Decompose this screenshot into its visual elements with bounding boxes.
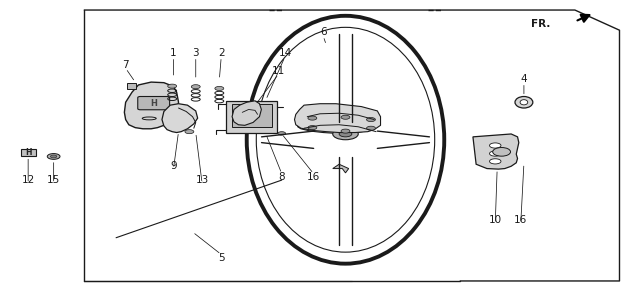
FancyBboxPatch shape [20,149,36,156]
Text: 16: 16 [514,215,527,226]
Polygon shape [473,134,519,169]
Bar [232,104,271,127]
Circle shape [278,132,285,135]
Polygon shape [124,82,179,129]
Ellipse shape [520,100,528,105]
Circle shape [168,84,177,88]
Circle shape [490,159,501,164]
Circle shape [367,118,376,122]
Text: 12: 12 [22,175,35,185]
Circle shape [51,155,57,158]
Circle shape [341,129,350,133]
Circle shape [367,126,376,130]
Circle shape [341,115,350,119]
Text: 14: 14 [278,48,292,58]
Text: H: H [25,148,31,157]
Text: 13: 13 [195,175,209,185]
Circle shape [47,154,60,159]
Circle shape [339,131,352,137]
Circle shape [308,126,317,130]
Text: FR.: FR. [531,19,550,29]
Text: 10: 10 [489,215,502,226]
Circle shape [490,143,501,148]
Polygon shape [333,164,349,173]
Text: 15: 15 [47,175,60,185]
Text: 2: 2 [218,48,225,58]
Circle shape [191,85,200,89]
Text: 9: 9 [170,161,177,171]
Ellipse shape [493,148,511,156]
Circle shape [215,86,224,91]
Circle shape [490,151,501,156]
Text: 16: 16 [307,172,320,182]
Text: H: H [150,99,157,108]
FancyBboxPatch shape [138,97,170,110]
Text: 11: 11 [272,65,285,76]
Polygon shape [294,104,381,132]
Text: 7: 7 [122,60,129,70]
Text: 8: 8 [278,172,285,182]
Polygon shape [162,104,198,132]
Bar [226,101,276,132]
Circle shape [185,130,194,134]
Bar [127,83,136,89]
Text: 6: 6 [320,27,326,37]
Text: 4: 4 [520,74,527,84]
Circle shape [308,116,317,120]
Text: 1: 1 [170,48,177,58]
Polygon shape [298,115,374,133]
Polygon shape [232,101,261,125]
Text: 5: 5 [218,253,225,263]
Text: 3: 3 [193,48,199,58]
Ellipse shape [515,97,533,108]
Circle shape [333,128,358,140]
